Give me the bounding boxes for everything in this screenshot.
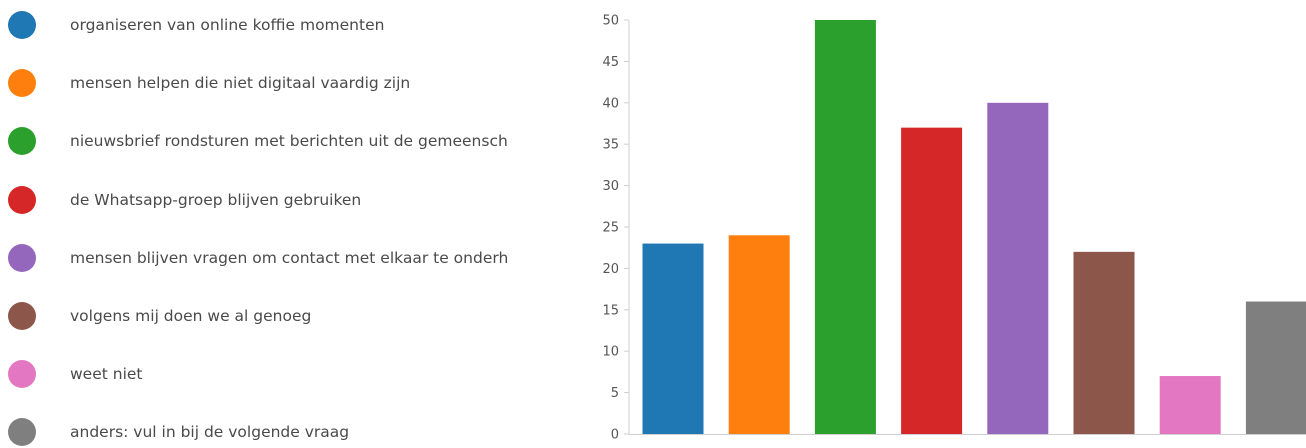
- y-tick-label: 20: [602, 262, 619, 277]
- bar-6[interactable]: [1074, 252, 1135, 434]
- legend-item-whatsapp-groep[interactable]: de Whatsapp-groep blijven gebruiken: [8, 184, 560, 216]
- legend-swatch: [8, 418, 36, 446]
- legend-swatch: [8, 186, 36, 214]
- legend-label: de Whatsapp-groep blijven gebruiken: [70, 191, 560, 209]
- bar-chart: 0 5 10 15 20 25 30 35 40 45 50: [580, 0, 1306, 445]
- bar-8[interactable]: [1246, 302, 1306, 434]
- legend-item-anders[interactable]: anders: vul in bij de volgende vraag: [8, 416, 560, 448]
- legend-label: organiseren van online koffie momenten: [70, 16, 560, 34]
- legend-label: anders: vul in bij de volgende vraag: [70, 423, 560, 441]
- y-tick-label: 0: [611, 428, 619, 443]
- bar-series: [643, 20, 1306, 434]
- y-tick-label: 25: [602, 221, 619, 236]
- legend-label: volgens mij doen we al genoeg: [70, 307, 560, 325]
- chart-legend: organiseren van online koffie momenten m…: [0, 0, 560, 445]
- legend-label: nieuwsbrief rondsturen met berichten uit…: [70, 132, 560, 150]
- legend-item-online-koffie[interactable]: organiseren van online koffie momenten: [8, 9, 560, 41]
- legend-item-weet-niet[interactable]: weet niet: [8, 358, 560, 390]
- y-tick-label: 30: [602, 179, 619, 194]
- y-tick-label: 40: [602, 96, 619, 111]
- legend-swatch: [8, 360, 36, 388]
- bar-5[interactable]: [987, 103, 1048, 434]
- bar-2[interactable]: [729, 235, 790, 434]
- legend-swatch: [8, 302, 36, 330]
- y-tick-label: 15: [602, 303, 619, 318]
- y-tick-label: 50: [602, 14, 619, 29]
- y-tick-label: 5: [611, 386, 619, 401]
- legend-label: mensen helpen die niet digitaal vaardig …: [70, 74, 560, 92]
- legend-item-contact-onderhouden[interactable]: mensen blijven vragen om contact met elk…: [8, 242, 560, 274]
- y-tick-label: 45: [602, 55, 619, 70]
- legend-item-digitaal-vaardig[interactable]: mensen helpen die niet digitaal vaardig …: [8, 67, 560, 99]
- legend-swatch: [8, 69, 36, 97]
- bar-7[interactable]: [1160, 376, 1221, 434]
- legend-swatch: [8, 127, 36, 155]
- bar-4[interactable]: [901, 128, 962, 434]
- y-axis-ticks: 0 5 10 15 20 25 30 35 40 45 50: [602, 14, 629, 443]
- y-tick-label: 35: [602, 138, 619, 153]
- legend-item-nieuwsbrief[interactable]: nieuwsbrief rondsturen met berichten uit…: [8, 125, 560, 157]
- legend-swatch: [8, 244, 36, 272]
- legend-swatch: [8, 11, 36, 39]
- legend-item-al-genoeg[interactable]: volgens mij doen we al genoeg: [8, 300, 560, 332]
- y-tick-label: 10: [602, 345, 619, 360]
- bar-3[interactable]: [815, 20, 876, 434]
- legend-label: weet niet: [70, 365, 560, 383]
- legend-label: mensen blijven vragen om contact met elk…: [70, 249, 560, 267]
- bar-1[interactable]: [643, 244, 704, 434]
